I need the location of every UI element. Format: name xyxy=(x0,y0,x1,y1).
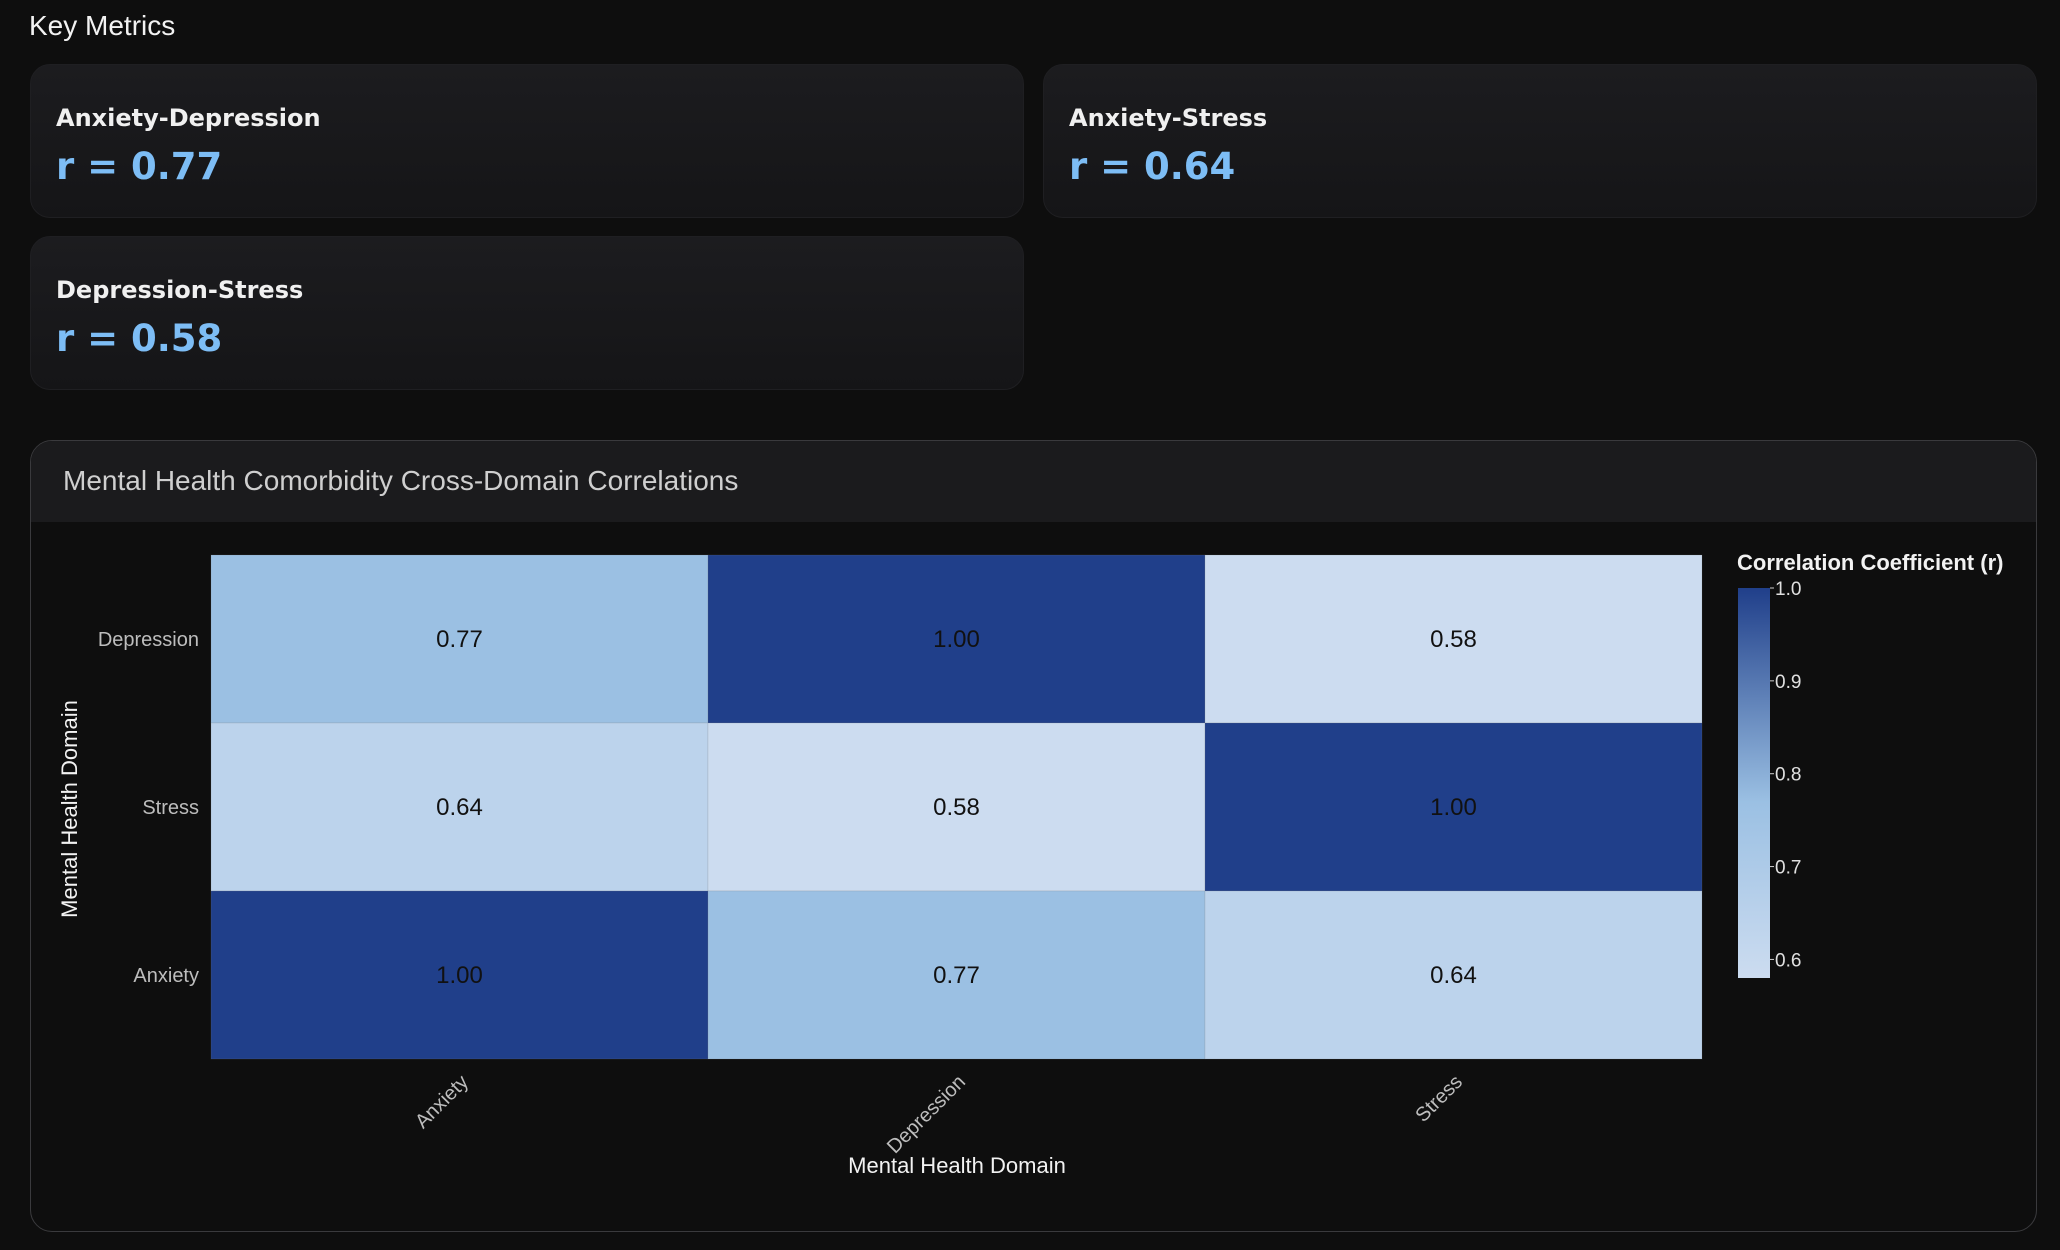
y-tick-label: Stress xyxy=(142,797,199,819)
heatmap-cell xyxy=(210,722,709,892)
colorbar-gradient xyxy=(1738,588,1770,978)
y-tick-label: Anxiety xyxy=(133,965,199,987)
metric-label: Depression-Stress xyxy=(56,276,304,304)
heatmap-cell-value: 0.77 xyxy=(436,626,483,653)
heatmap-cell-value: 0.58 xyxy=(1430,626,1477,653)
metric-card-anxiety-stress: Anxiety-Stress r = 0.64 xyxy=(1043,64,2037,218)
heatmap-cell xyxy=(707,890,1206,1060)
heatmap-cell xyxy=(1204,722,1703,892)
heatmap-cell-value: 1.00 xyxy=(1430,794,1477,821)
chart-panel: Mental Health Comorbidity Cross-Domain C… xyxy=(30,440,2037,1232)
colorbar-tick-label: 0.7 xyxy=(1775,858,1801,879)
heatmap-cell-value: 1.00 xyxy=(933,626,980,653)
chart-header: Mental Health Comorbidity Cross-Domain C… xyxy=(31,441,2036,522)
colorbar-tick-label: 0.8 xyxy=(1775,765,1801,786)
x-axis-ticks: Anxiety Depression Stress xyxy=(411,1071,1467,1158)
heatmap-cell-value: 0.64 xyxy=(1430,962,1477,989)
heatmap-cell-value: 0.64 xyxy=(436,794,483,821)
chart-title: Mental Health Comorbidity Cross-Domain C… xyxy=(63,465,739,496)
x-tick-label: Anxiety xyxy=(411,1071,473,1133)
colorbar: Correlation Coefficient (r) 0.6 0.7 0.8 0.9… xyxy=(1737,550,2003,978)
heatmap-cell xyxy=(210,554,709,724)
x-axis-label: Mental Health Domain xyxy=(848,1153,1066,1178)
heatmap-cell xyxy=(1204,890,1703,1060)
colorbar-tick-label: 0.9 xyxy=(1775,672,1801,693)
y-axis-ticks: Depression Stress Anxiety xyxy=(98,629,199,987)
heatmap-chart: 0.77 1.00 0.58 0.64 0.58 1.00 1.00 0.77 0.64 Dep… xyxy=(57,550,2003,1178)
heatmap-cell xyxy=(210,890,709,1060)
metric-label: Anxiety-Stress xyxy=(1069,104,1268,132)
x-tick-label: Depression xyxy=(883,1071,970,1158)
metric-card-depression-stress: Depression-Stress r = 0.58 xyxy=(30,236,1024,390)
colorbar-tick-label: 0.6 xyxy=(1775,950,1801,971)
heatmap-cell xyxy=(707,722,1206,892)
y-axis-label: Mental Health Domain xyxy=(57,700,82,918)
heatmap-cell-value: 1.00 xyxy=(436,962,483,989)
heatmap-cell xyxy=(1204,554,1703,724)
heatmap-cell-labels: 0.77 1.00 0.58 0.64 0.58 1.00 1.00 0.77 0.64 xyxy=(436,626,1477,989)
heatmap-cells xyxy=(210,554,1703,1060)
metric-card-anxiety-depression: Anxiety-Depression r = 0.77 xyxy=(30,64,1024,218)
colorbar-ticks: 0.6 0.7 0.8 0.9 1.0 xyxy=(1770,579,1801,971)
heatmap-cell xyxy=(707,554,1206,724)
colorbar-tick-label: 1.0 xyxy=(1775,579,1801,600)
x-tick-label: Stress xyxy=(1411,1071,1467,1127)
heatmap-cell-value: 0.58 xyxy=(933,794,980,821)
metric-value: r = 0.64 xyxy=(1069,145,1236,188)
metric-value: r = 0.58 xyxy=(56,317,223,360)
colorbar-title: Correlation Coefficient (r) xyxy=(1737,550,2003,575)
metric-label: Anxiety-Depression xyxy=(56,104,321,132)
heatmap-cell-value: 0.77 xyxy=(933,962,980,989)
y-tick-label: Depression xyxy=(98,629,199,651)
key-metrics-title: Key Metrics xyxy=(29,10,176,41)
metric-value: r = 0.77 xyxy=(56,145,223,188)
